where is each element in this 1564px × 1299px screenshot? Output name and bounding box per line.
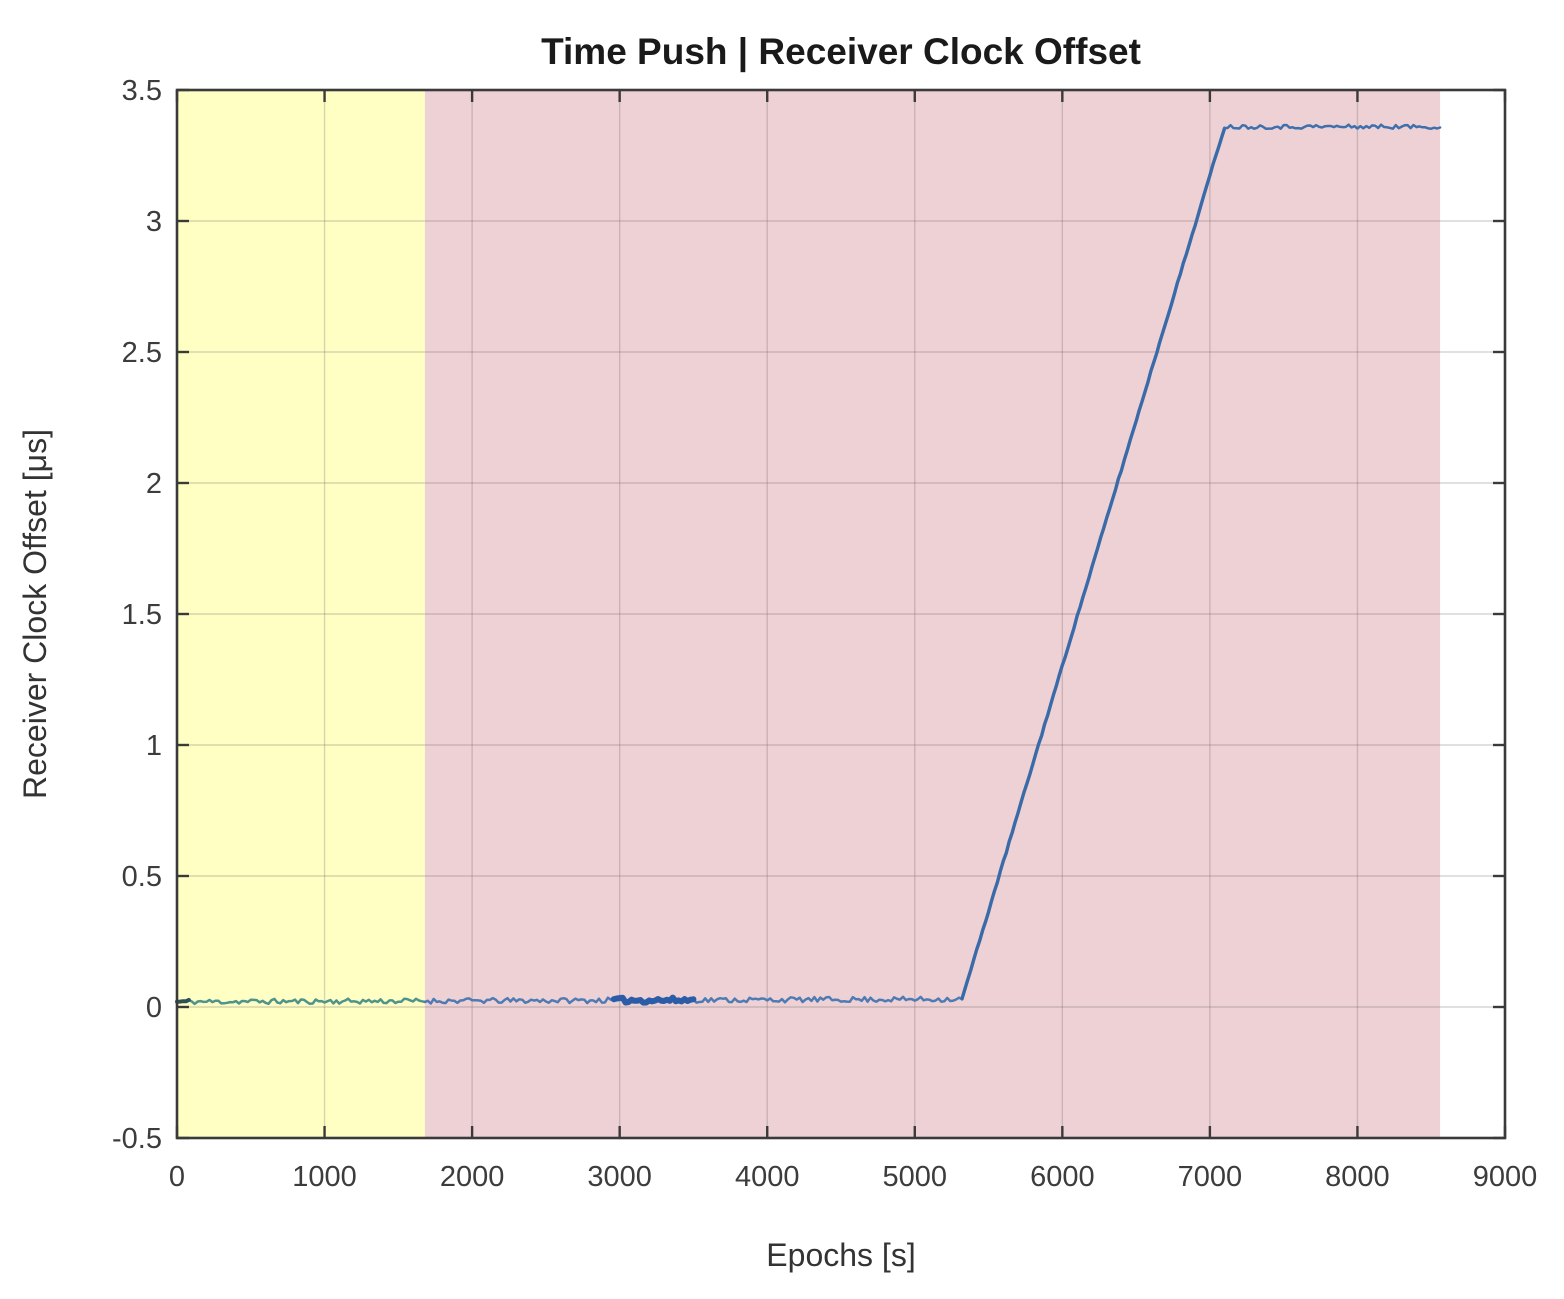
shaded-region-pink-band (424, 90, 1441, 1138)
y-tick-label: 3 (146, 206, 162, 238)
x-tick-label: 9000 (1473, 1161, 1538, 1193)
y-tick-label: 2.5 (122, 337, 162, 369)
chart-title: Time Push | Receiver Clock Offset (541, 31, 1141, 73)
x-tick-label: 6000 (1030, 1161, 1095, 1193)
x-tick-label: 4000 (735, 1161, 800, 1193)
y-tick-label: 2 (146, 468, 162, 500)
series-segment-bold (610, 994, 697, 1006)
x-tick-label: 8000 (1325, 1161, 1390, 1193)
y-tick-label: 1.5 (122, 599, 162, 631)
series-segment-start (175, 997, 191, 1004)
y-tick-label: 3.5 (122, 75, 162, 107)
tick-labels: 0 1000 2000 3000 4000 5000 6000 7000 8000 9000 -0.… (112, 75, 1537, 1193)
x-tick-label: 1000 (292, 1161, 357, 1193)
y-tick-label: 0 (146, 992, 162, 1024)
axes-box-and-ticks (175, 88, 1507, 1140)
y-axis-label: Receiver Clock Offset [μs] (17, 429, 53, 799)
series-segment-plateau (1223, 123, 1442, 131)
y-tick-label: -0.5 (112, 1123, 162, 1155)
series-segment-flat-in-yellow-band (175, 997, 427, 1006)
gridlines (176, 89, 1506, 1139)
y-tick-label: 1 (146, 730, 162, 762)
x-tick-label: 0 (169, 1161, 185, 1193)
x-tick-label: 2000 (440, 1161, 505, 1193)
shaded-regions (177, 90, 1441, 1138)
x-tick-label: 3000 (587, 1161, 652, 1193)
series-segment-ramp (960, 126, 1227, 1001)
x-tick-label: 5000 (883, 1161, 948, 1193)
y-tick-label: 0.5 (122, 861, 162, 893)
shaded-region-yellow-band (177, 90, 425, 1138)
data-series (175, 123, 1442, 1006)
x-tick-label: 7000 (1178, 1161, 1243, 1193)
x-axis-label: Epochs [s] (766, 1237, 915, 1273)
